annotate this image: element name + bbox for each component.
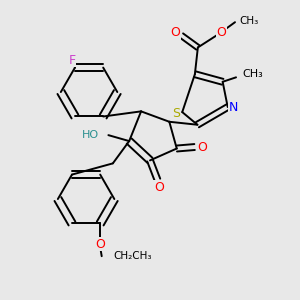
- Text: HO: HO: [82, 130, 100, 140]
- Text: O: O: [217, 26, 226, 39]
- Text: F: F: [68, 54, 76, 67]
- Text: O: O: [197, 140, 207, 154]
- Text: CH₂CH₃: CH₂CH₃: [114, 251, 152, 261]
- Text: CH₃: CH₃: [242, 69, 263, 80]
- Text: S: S: [172, 107, 180, 120]
- Text: N: N: [228, 100, 238, 114]
- Text: O: O: [154, 181, 164, 194]
- Text: O: O: [95, 238, 105, 251]
- Text: CH₃: CH₃: [239, 16, 259, 26]
- Text: O: O: [170, 26, 180, 39]
